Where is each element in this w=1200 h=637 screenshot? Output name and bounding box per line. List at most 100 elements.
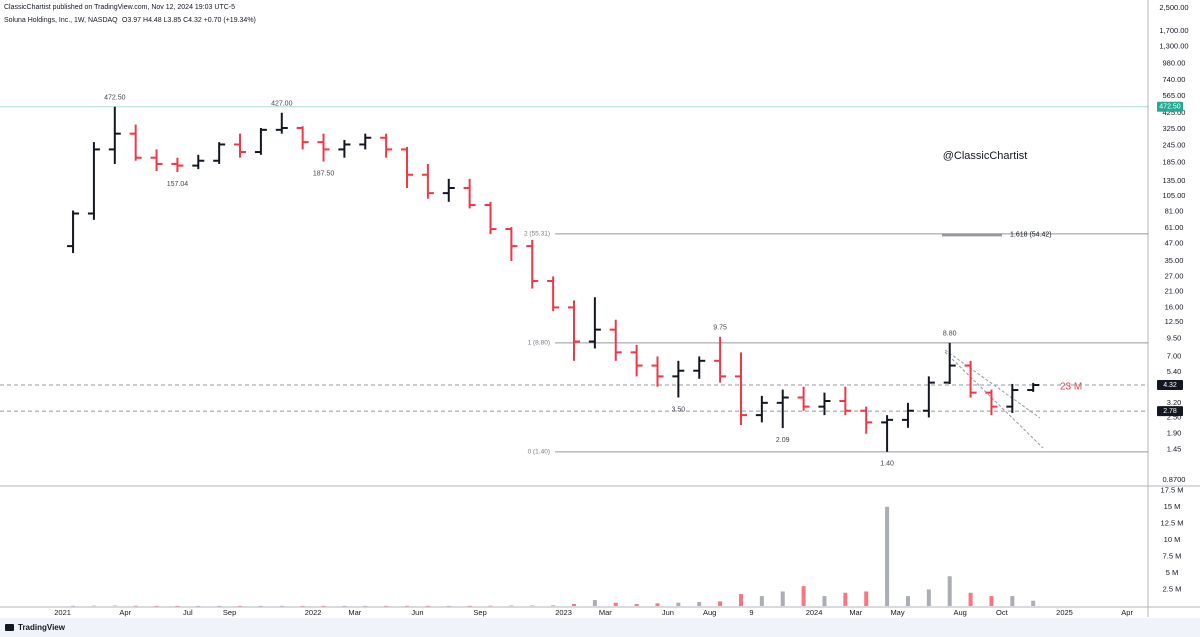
volume-bar [864,591,869,606]
y-tick-label: 740.00 [1163,75,1186,84]
y-tick-label: 81.00 [1165,206,1184,215]
volume-bar [530,605,535,606]
y-tick-label: 9.50 [1167,333,1182,342]
volume-bar [488,605,493,607]
price-annotation: 187.50 [313,170,335,177]
quote: O3.97 H4.48 L3.85 C4.32 +0.70 (+19.34%) [122,17,256,24]
y-tick-label: 47.00 [1165,239,1184,248]
price-annotation: 9.75 [713,325,727,332]
y-tick-label: 1.90 [1167,429,1182,438]
volume-bar [592,600,597,606]
brand: TradingView [18,623,66,632]
y-tick-label: 3.20 [1167,398,1182,407]
volume-bar [801,586,806,606]
watermark: @ClassicChartist [943,150,1028,162]
y-tick-label: 565.00 [1163,91,1186,100]
y-tick-label: 0.8700 [1163,475,1186,484]
volume-bar [300,605,305,607]
volume-bar [342,605,347,607]
fib-label: 1 (8.80) [528,340,550,347]
volume-bar [112,605,117,606]
price-label-box [1157,380,1183,391]
fib-label: 2 (55.31) [524,231,550,238]
volume-bar [718,601,723,606]
y-tick-label: 7.00 [1167,351,1182,360]
volume-bar [91,605,96,607]
y-tick-label: 245.00 [1163,141,1186,150]
y-tick-label: 2,500.00 [1159,3,1188,12]
volume-bar [446,605,451,607]
x-tick-label: May [890,608,904,617]
price-annotation: 8.80 [943,331,957,338]
volume-tick-label: 2.5 M [1163,584,1182,593]
y-tick-label: 1.45 [1167,445,1182,454]
volume-bar [321,605,326,607]
price-annotation: 157.04 [167,181,189,188]
x-tick-label: Jul [183,608,193,617]
y-tick-label: 325.00 [1163,124,1186,133]
x-tick-label: Jun [662,608,674,617]
volume-bar [467,605,472,607]
x-tick-label: 2021 [54,608,71,617]
x-tick-label: 9 [749,608,753,617]
x-tick-label: Mar [348,608,361,617]
y-tick-label: 1,300.00 [1159,42,1188,51]
price-annotation: 472.50 [104,95,126,102]
x-tick-label: Aug [703,608,716,617]
volume-bar [175,605,180,607]
y-tick-label: 12.50 [1165,317,1184,326]
y-tick-label: 5.40 [1167,367,1182,376]
volume-bar [572,604,576,606]
price-label: 472.50 [1159,104,1181,111]
volume-bar [279,605,284,607]
fib-label: 0 (1.40) [528,449,550,456]
volume-bar [822,596,827,606]
volume-bar [968,592,973,606]
x-tick-label: Sep [473,608,486,617]
brand-logo [5,624,14,631]
volume-tick-label: 7.5 M [1163,551,1182,560]
x-tick-label: Aug [953,608,966,617]
y-tick-label: 425.00 [1163,108,1186,117]
volume-bar [738,594,743,606]
fib-extension-label: 1.618 (54.42) [1010,232,1052,239]
price-label: 4.32 [1163,382,1177,389]
x-tick-label: 2022 [305,608,322,617]
volume-bar [154,605,159,607]
y-tick-label: 980.00 [1163,58,1186,67]
x-tick-label: Oct [996,608,1009,617]
volume-bar [989,596,994,606]
volume-bar [384,605,389,607]
volume-bar [885,506,890,606]
price-annotation: 2.09 [776,437,790,444]
x-tick-label: Apr [119,608,131,617]
volume-tick-label: 17.5 M [1161,485,1184,494]
x-tick-label: 2023 [555,608,572,617]
volume-bar [133,605,138,607]
volume-bar [196,605,201,607]
volume-tick-label: 15 M [1164,502,1181,511]
volume-bar [905,596,910,606]
y-tick-label: 1,700.00 [1159,26,1188,35]
price-label-box [1157,406,1183,417]
volume-bar [509,605,514,607]
symbol: Soluna Holdings, Inc., 1W, NASDAQ [4,17,118,24]
price-annotation: 3.50 [672,406,686,413]
volume-bar [759,596,764,606]
volume-note: 23 M [1060,382,1082,393]
publish-note: ClassicChartist published on TradingView… [4,4,235,11]
x-tick-label: 2024 [806,608,823,617]
volume-bar [676,602,681,606]
y-tick-label: 21.00 [1165,286,1184,295]
volume-bar [238,605,243,607]
y-tick-label: 61.00 [1165,223,1184,232]
price-annotation: 1.40 [880,461,894,468]
y-tick-label: 2.50 [1167,412,1182,421]
x-tick-label: Jun [411,608,423,617]
y-tick-label: 185.00 [1163,157,1186,166]
volume-bar [1010,596,1015,606]
volume-bar [947,576,952,606]
price-label-box [1157,101,1183,112]
volume-bar [655,603,660,606]
